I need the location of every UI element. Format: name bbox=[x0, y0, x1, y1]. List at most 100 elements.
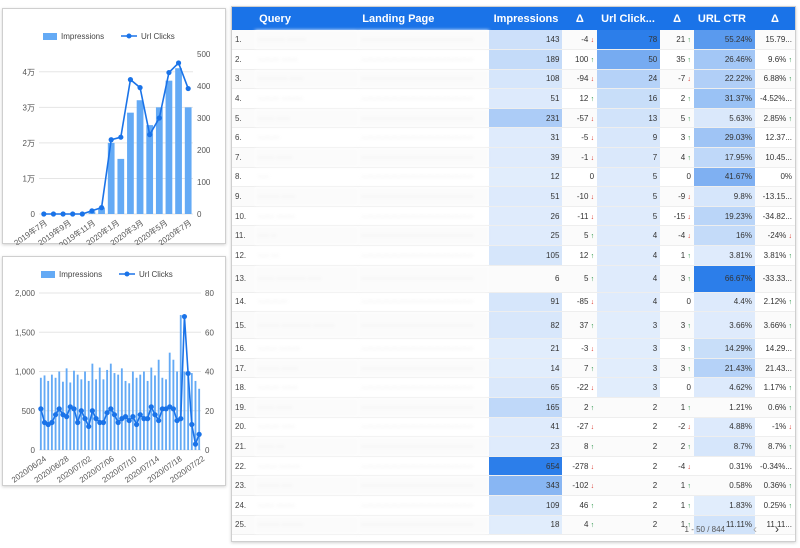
header-impressions[interactable]: Impressions bbox=[488, 7, 563, 30]
header-impressions-delta[interactable]: Δ bbox=[562, 7, 598, 30]
impressions-delta-cell: -94 ↓ bbox=[562, 69, 598, 90]
impressions-bar bbox=[43, 375, 46, 450]
impressions-delta-cell-value: 4 bbox=[583, 520, 589, 530]
clicks-delta-cell: -15 ↓ bbox=[660, 206, 694, 227]
impressions-delta-cell-value: 100 bbox=[575, 54, 589, 64]
url-clicks-point bbox=[56, 406, 62, 412]
impressions-bar bbox=[135, 377, 138, 450]
url-clicks-cell: 2 bbox=[597, 436, 661, 457]
table-row[interactable]: 18. ········ ······ ······················… bbox=[232, 377, 795, 398]
row-index-value: 2. bbox=[235, 54, 242, 64]
table-row[interactable]: 12. ···· ··· ·····························… bbox=[232, 245, 795, 266]
impressions-delta-cell: -3 ↓ bbox=[562, 338, 598, 359]
impressions-cell-value: 143 bbox=[546, 35, 560, 45]
landing-page-cell: ········································… bbox=[358, 49, 489, 70]
url-clicks-point bbox=[71, 406, 77, 412]
table-row[interactable]: 7. ······ ······ ·························… bbox=[232, 147, 795, 168]
header-url-clicks[interactable]: Url Click... bbox=[597, 7, 661, 30]
table-row[interactable]: 9. ········ ····· ························… bbox=[232, 186, 795, 207]
ctr-delta-cell-value: -24% bbox=[767, 231, 787, 241]
table-row[interactable]: 6. ········ ······························… bbox=[232, 127, 795, 149]
table-row[interactable]: 2. ········ ······ ·······················… bbox=[232, 49, 795, 70]
table-row[interactable]: 25. ········ ········ ····················… bbox=[232, 515, 795, 536]
url-clicks-cell: 7 bbox=[597, 147, 661, 168]
impressions-delta-cell: -1 ↓ bbox=[562, 147, 598, 168]
header-url-ctr[interactable]: URL CTR bbox=[693, 7, 755, 30]
legend-swatch-dot bbox=[124, 271, 130, 277]
query-cell-value: ······ ······ bbox=[258, 402, 293, 412]
table-row[interactable]: 1. ·········· ······· ····················… bbox=[232, 30, 795, 51]
ctr-delta-cell: 15.79... bbox=[754, 30, 795, 51]
header-clicks-delta[interactable]: Δ bbox=[660, 7, 694, 30]
ctr-delta-cell: 11.11... bbox=[754, 515, 795, 536]
impressions-cell-value: 109 bbox=[546, 500, 560, 510]
next-page-icon[interactable]: › bbox=[775, 522, 779, 536]
table-row[interactable]: 17. ········ ······ ······················… bbox=[232, 358, 795, 379]
chart-legend: Impressions Url Clicks bbox=[43, 32, 175, 41]
url-ctr-cell: 3.81% bbox=[693, 245, 755, 266]
row-index-value: 10. bbox=[235, 211, 247, 221]
row-index: 25. bbox=[232, 515, 256, 536]
header-ctr-delta[interactable]: Δ bbox=[754, 7, 795, 30]
url-clicks-cell: 3 bbox=[597, 358, 661, 379]
url-clicks-point bbox=[147, 132, 153, 138]
impressions-bar bbox=[47, 380, 50, 450]
table-row[interactable]: 20. ········ ····· ·······················… bbox=[232, 417, 795, 438]
table-row[interactable]: 13. ······ ··········· ····· ·············… bbox=[232, 265, 795, 293]
landing-page-cell-value: ········································… bbox=[361, 320, 474, 330]
table-row[interactable]: 5. ······ ····· ··························… bbox=[232, 108, 795, 129]
ctr-delta-cell: 0.25% ↑ bbox=[754, 495, 795, 516]
impressions-bar bbox=[194, 380, 197, 450]
table-row[interactable]: 4. ········ ········ ·····················… bbox=[232, 88, 795, 109]
clicks-delta-cell-value: -4 bbox=[678, 231, 686, 241]
table-row[interactable]: 15. ········ ··········· ········ ········… bbox=[232, 311, 795, 340]
clicks-delta-cell-value: 1 bbox=[680, 520, 686, 530]
url-clicks-cell: 4 bbox=[597, 225, 661, 247]
table-row[interactable]: 19. ······ ······ ························… bbox=[232, 397, 795, 418]
impressions-cell: 23 bbox=[488, 436, 563, 457]
clicks-delta-cell-value: -15 bbox=[673, 211, 686, 221]
url-clicks-cell-value: 16 bbox=[648, 94, 658, 104]
right-axis-tick: 500 bbox=[197, 50, 211, 59]
prev-page-icon[interactable]: ‹ bbox=[753, 522, 757, 536]
query-cell-value: ···· bbox=[258, 172, 269, 182]
url-clicks-point bbox=[133, 421, 140, 428]
impressions-bar bbox=[91, 363, 94, 450]
url-clicks-point bbox=[181, 313, 188, 320]
ctr-delta-cell-value: -13.15... bbox=[762, 192, 792, 202]
table-row[interactable]: 8. ···· ··································… bbox=[232, 167, 795, 188]
clicks-delta-cell: 1 ↑ bbox=[660, 245, 694, 266]
impressions-cell-value: 231 bbox=[546, 113, 560, 123]
table-row[interactable]: 10. ······ ······· ·······················… bbox=[232, 206, 795, 227]
table-row[interactable]: 11. ···· ·· ······························… bbox=[232, 225, 795, 247]
table-row[interactable]: 14. ··········· ··························… bbox=[232, 292, 795, 313]
table-row[interactable]: 21. ······ ··· ···························… bbox=[232, 436, 795, 457]
ctr-delta-cell-value: 11.11... bbox=[766, 520, 793, 530]
url-ctr-cell: 17.95% bbox=[693, 147, 755, 168]
ctr-delta-cell: -34.82... bbox=[754, 206, 795, 227]
table-row[interactable]: 24. ······ ······· ·······················… bbox=[232, 495, 795, 516]
table-row[interactable]: 22. ······· ········ ·····················… bbox=[232, 456, 795, 477]
table-row[interactable]: 3. ··········· ····· ·····················… bbox=[232, 69, 795, 90]
ctr-delta-cell-value: -33.33... bbox=[762, 274, 792, 284]
impressions-bar bbox=[87, 380, 90, 450]
url-clicks-line bbox=[43, 61, 189, 215]
header-query[interactable]: Query bbox=[255, 7, 359, 30]
clicks-delta-cell: 4 ↑ bbox=[660, 147, 694, 168]
impressions-delta-cell-value: -3 bbox=[581, 344, 589, 354]
url-ctr-cell-value: 5.63% bbox=[729, 113, 752, 123]
ctr-delta-cell: -24% ↓ bbox=[754, 225, 795, 247]
table-row[interactable]: 16. ······· ········ ·····················… bbox=[232, 338, 795, 359]
header-landing-page[interactable]: Landing Page bbox=[358, 7, 489, 30]
url-clicks-point bbox=[141, 416, 147, 422]
impressions-bar bbox=[179, 314, 182, 450]
impressions-delta-cell-value: 37 bbox=[579, 320, 589, 330]
url-clicks-point bbox=[127, 77, 134, 83]
legend-swatch-bar bbox=[41, 271, 55, 278]
row-index: 12. bbox=[232, 245, 256, 266]
query-cell-value: ······ ······· bbox=[258, 500, 295, 510]
query-cell: ········ ······ bbox=[255, 377, 359, 398]
clicks-delta-cell-value: 4 bbox=[680, 152, 686, 162]
url-clicks-cell: 50 bbox=[597, 49, 661, 70]
table-row[interactable]: 23. ········ ···· ························… bbox=[232, 475, 795, 496]
